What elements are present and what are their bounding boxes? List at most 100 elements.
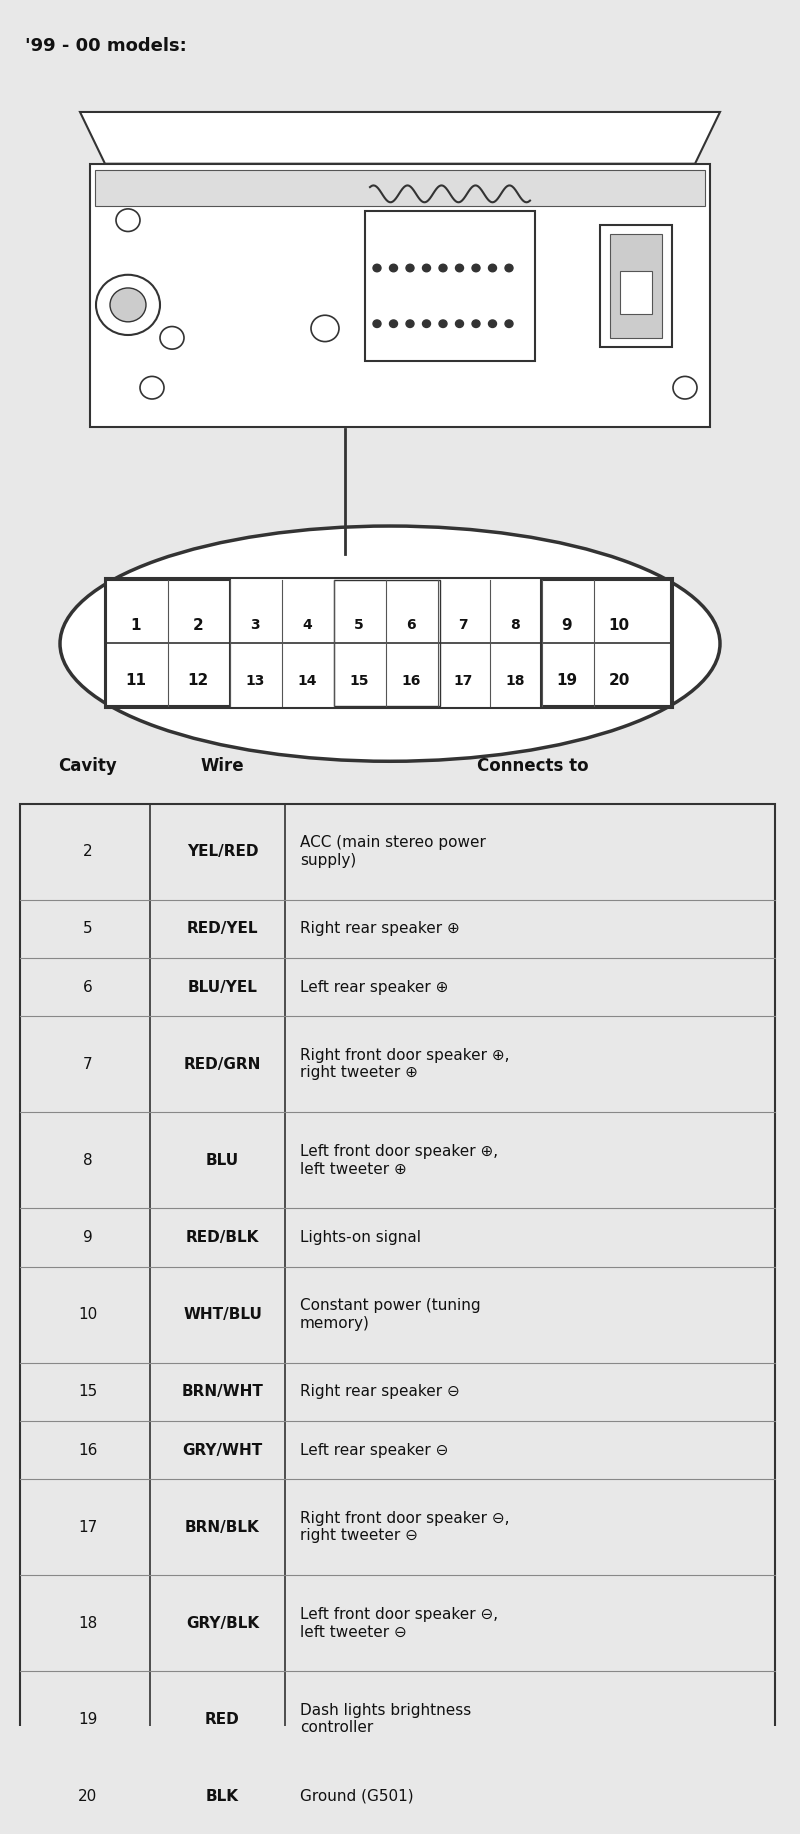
Circle shape bbox=[160, 326, 184, 348]
Bar bbox=[365, 211, 535, 361]
Bar bbox=[95, 171, 705, 205]
Text: 12: 12 bbox=[187, 673, 209, 688]
Circle shape bbox=[472, 319, 480, 328]
Text: Ground (G501): Ground (G501) bbox=[300, 1788, 414, 1805]
Circle shape bbox=[406, 264, 414, 271]
Text: RED/BLK: RED/BLK bbox=[186, 1231, 259, 1245]
Text: RED/GRN: RED/GRN bbox=[184, 1056, 261, 1071]
Text: 14: 14 bbox=[298, 673, 317, 688]
Text: Right rear speaker ⊕: Right rear speaker ⊕ bbox=[300, 921, 460, 937]
Text: ACC (main stereo power
supply): ACC (main stereo power supply) bbox=[300, 836, 486, 867]
Text: 1: 1 bbox=[130, 618, 142, 633]
Text: 20: 20 bbox=[608, 673, 630, 688]
Circle shape bbox=[110, 288, 146, 321]
Text: 17: 17 bbox=[78, 1520, 97, 1535]
Text: BLU/YEL: BLU/YEL bbox=[187, 979, 258, 994]
Circle shape bbox=[439, 264, 447, 271]
Text: RED: RED bbox=[205, 1711, 240, 1728]
Bar bbox=[610, 235, 662, 337]
Bar bbox=[20, 803, 775, 1825]
Text: 8: 8 bbox=[510, 618, 520, 633]
Text: 9: 9 bbox=[82, 1231, 92, 1245]
Bar bbox=[105, 578, 673, 708]
Text: Left front door speaker ⊕,
left tweeter ⊕: Left front door speaker ⊕, left tweeter … bbox=[300, 1144, 498, 1176]
Text: GRY/BLK: GRY/BLK bbox=[186, 1616, 259, 1630]
Circle shape bbox=[373, 264, 381, 271]
Text: 8: 8 bbox=[82, 1154, 92, 1168]
Text: Right rear speaker ⊖: Right rear speaker ⊖ bbox=[300, 1385, 460, 1399]
Text: 6: 6 bbox=[406, 618, 416, 633]
Text: 17: 17 bbox=[454, 673, 473, 688]
Text: 15: 15 bbox=[350, 673, 369, 688]
Bar bbox=[620, 271, 652, 314]
Text: 16: 16 bbox=[402, 673, 421, 688]
Circle shape bbox=[422, 319, 430, 328]
Circle shape bbox=[116, 209, 140, 231]
Bar bbox=[90, 163, 710, 427]
Bar bbox=[600, 226, 672, 347]
Text: GRY/WHT: GRY/WHT bbox=[182, 1443, 262, 1458]
Circle shape bbox=[455, 319, 463, 328]
Text: 13: 13 bbox=[246, 673, 265, 688]
Bar bbox=[334, 580, 440, 706]
Text: Right front door speaker ⊖,
right tweeter ⊖: Right front door speaker ⊖, right tweete… bbox=[300, 1511, 510, 1544]
Text: 5: 5 bbox=[354, 618, 364, 633]
Text: Right front door speaker ⊕,
right tweeter ⊕: Right front door speaker ⊕, right tweete… bbox=[300, 1047, 510, 1080]
Text: Cavity: Cavity bbox=[58, 757, 117, 776]
Text: 2: 2 bbox=[193, 618, 203, 633]
Text: 10: 10 bbox=[609, 618, 630, 633]
Text: BRN/BLK: BRN/BLK bbox=[185, 1520, 260, 1535]
Text: Wire: Wire bbox=[201, 757, 244, 776]
Circle shape bbox=[439, 319, 447, 328]
Text: 18: 18 bbox=[506, 673, 525, 688]
Polygon shape bbox=[80, 112, 720, 163]
Circle shape bbox=[311, 315, 339, 341]
Circle shape bbox=[472, 264, 480, 271]
Text: BLK: BLK bbox=[206, 1788, 239, 1805]
Text: YEL/RED: YEL/RED bbox=[186, 844, 258, 858]
Circle shape bbox=[505, 264, 513, 271]
Text: Dash lights brightness
controller: Dash lights brightness controller bbox=[300, 1704, 471, 1735]
Text: '99 - 00 models:: '99 - 00 models: bbox=[25, 37, 186, 55]
Text: 7: 7 bbox=[82, 1056, 92, 1071]
Text: 9: 9 bbox=[562, 618, 572, 633]
Circle shape bbox=[455, 264, 463, 271]
Text: Left rear speaker ⊖: Left rear speaker ⊖ bbox=[300, 1443, 448, 1458]
Text: 19: 19 bbox=[78, 1711, 97, 1728]
Circle shape bbox=[390, 264, 398, 271]
Text: 5: 5 bbox=[82, 921, 92, 937]
Text: 6: 6 bbox=[82, 979, 92, 994]
Text: Left rear speaker ⊕: Left rear speaker ⊕ bbox=[300, 979, 448, 994]
Text: 7: 7 bbox=[458, 618, 468, 633]
Text: 2: 2 bbox=[82, 844, 92, 858]
Text: BRN/WHT: BRN/WHT bbox=[182, 1385, 263, 1399]
Text: 3: 3 bbox=[250, 618, 260, 633]
Circle shape bbox=[422, 264, 430, 271]
Text: WHT/BLU: WHT/BLU bbox=[183, 1308, 262, 1322]
Text: BLU: BLU bbox=[206, 1154, 239, 1168]
Text: Lights-on signal: Lights-on signal bbox=[300, 1231, 421, 1245]
Ellipse shape bbox=[60, 526, 720, 761]
Circle shape bbox=[96, 275, 160, 336]
Text: 10: 10 bbox=[78, 1308, 97, 1322]
Circle shape bbox=[390, 319, 398, 328]
Circle shape bbox=[489, 264, 497, 271]
Text: Constant power (tuning
memory): Constant power (tuning memory) bbox=[300, 1298, 481, 1331]
Text: 15: 15 bbox=[78, 1385, 97, 1399]
Text: 16: 16 bbox=[78, 1443, 97, 1458]
Circle shape bbox=[489, 319, 497, 328]
Text: Connects to: Connects to bbox=[477, 757, 588, 776]
Circle shape bbox=[373, 319, 381, 328]
Text: RED/YEL: RED/YEL bbox=[186, 921, 258, 937]
Circle shape bbox=[505, 319, 513, 328]
Circle shape bbox=[140, 376, 164, 400]
Bar bbox=[541, 580, 671, 706]
Text: 19: 19 bbox=[557, 673, 578, 688]
Text: 20: 20 bbox=[78, 1788, 97, 1805]
Text: 18: 18 bbox=[78, 1616, 97, 1630]
Text: 11: 11 bbox=[126, 673, 146, 688]
Text: Left front door speaker ⊖,
left tweeter ⊖: Left front door speaker ⊖, left tweeter … bbox=[300, 1607, 498, 1640]
Circle shape bbox=[406, 319, 414, 328]
Circle shape bbox=[673, 376, 697, 400]
Text: 4: 4 bbox=[302, 618, 312, 633]
